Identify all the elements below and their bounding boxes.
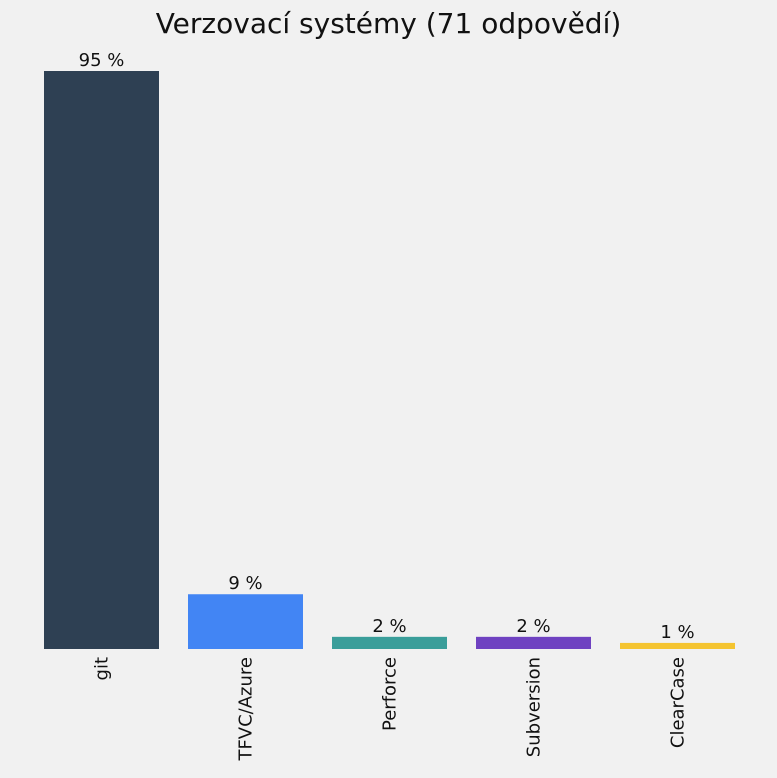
category-label: ClearCase [668, 657, 689, 748]
bar-subversion [476, 636, 591, 649]
category-label: Subversion [524, 657, 545, 757]
bar-tfvc-azure [188, 594, 303, 649]
category-labels-group: git TFVC/Azure Perforce Subversion ClearCase [92, 657, 689, 762]
category-label: Perforce [380, 657, 401, 731]
bar-clearcase [620, 642, 735, 649]
bars-group [44, 71, 735, 649]
value-label: 9 % [228, 573, 262, 594]
category-label: git [92, 657, 113, 680]
value-label: 2 % [372, 616, 406, 637]
bar-perforce [332, 636, 447, 649]
value-label: 95 % [79, 50, 125, 71]
bar-git [44, 71, 159, 649]
chart-title: Verzovací systémy (71 odpovědí) [156, 7, 622, 40]
category-label: TFVC/Azure [236, 657, 257, 762]
value-labels-group: 95 % 9 % 2 % 2 % 1 % [79, 50, 695, 643]
value-label: 2 % [516, 616, 550, 637]
value-label: 1 % [660, 622, 694, 643]
